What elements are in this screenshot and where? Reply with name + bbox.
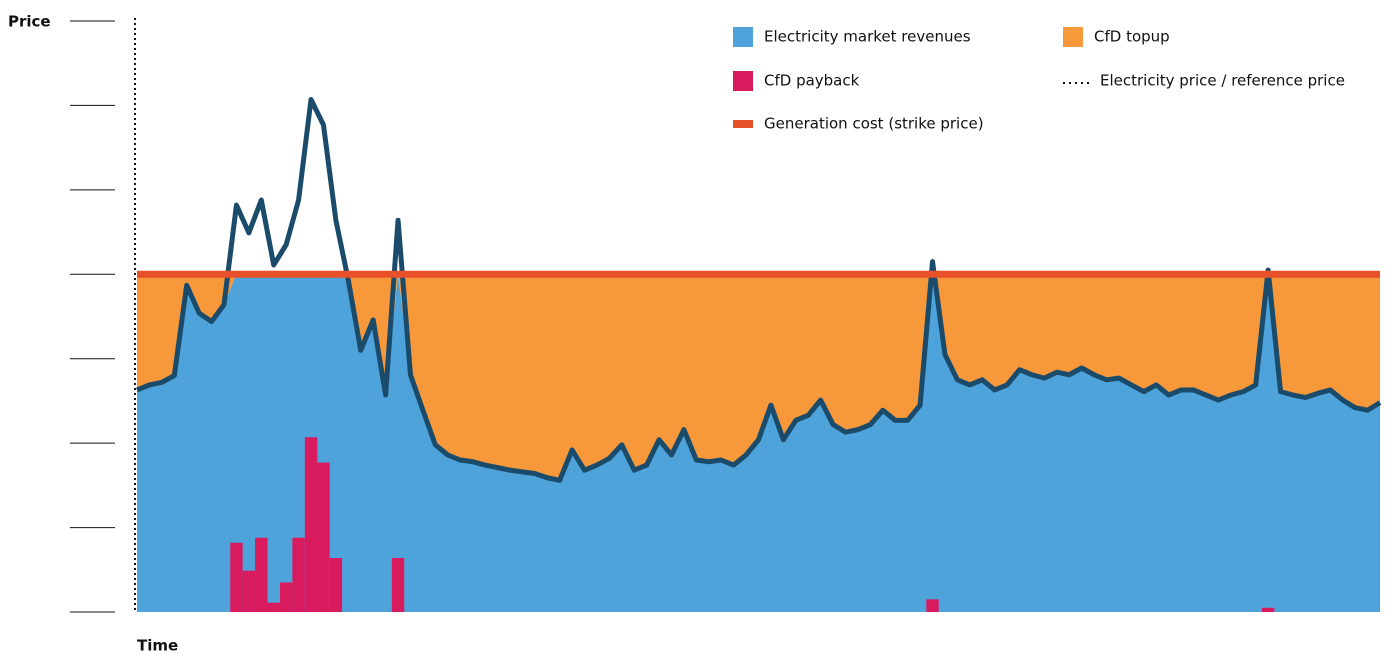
topup-area [137,274,1380,481]
payback-bar [304,437,318,612]
y-axis-label: Price [8,13,51,31]
x-axis-label: Time [137,637,178,655]
payback-bar [242,570,256,612]
payback-bar [1261,607,1275,612]
price-line [136,97,1382,483]
legend-label: Electricity market revenues [764,28,971,46]
legend-label: Electricity price / reference price [1100,72,1345,90]
payback-bar [255,537,268,612]
legend-label: CfD topup [1094,28,1170,46]
legend-label: Generation cost (strike price) [764,115,984,133]
payback-bar [230,542,243,612]
legend-swatch [1063,27,1083,47]
payback-bar [279,582,293,612]
legend-label: CfD payback [764,72,860,90]
payback-bar [292,537,305,612]
payback-bar [317,462,330,612]
legend-swatch [733,120,753,128]
payback-bar [391,557,405,612]
legend-swatch [733,27,753,47]
payback-bar [926,599,939,612]
payback-bar [329,557,343,612]
legend-swatch [733,71,753,91]
payback-bar [267,602,280,612]
